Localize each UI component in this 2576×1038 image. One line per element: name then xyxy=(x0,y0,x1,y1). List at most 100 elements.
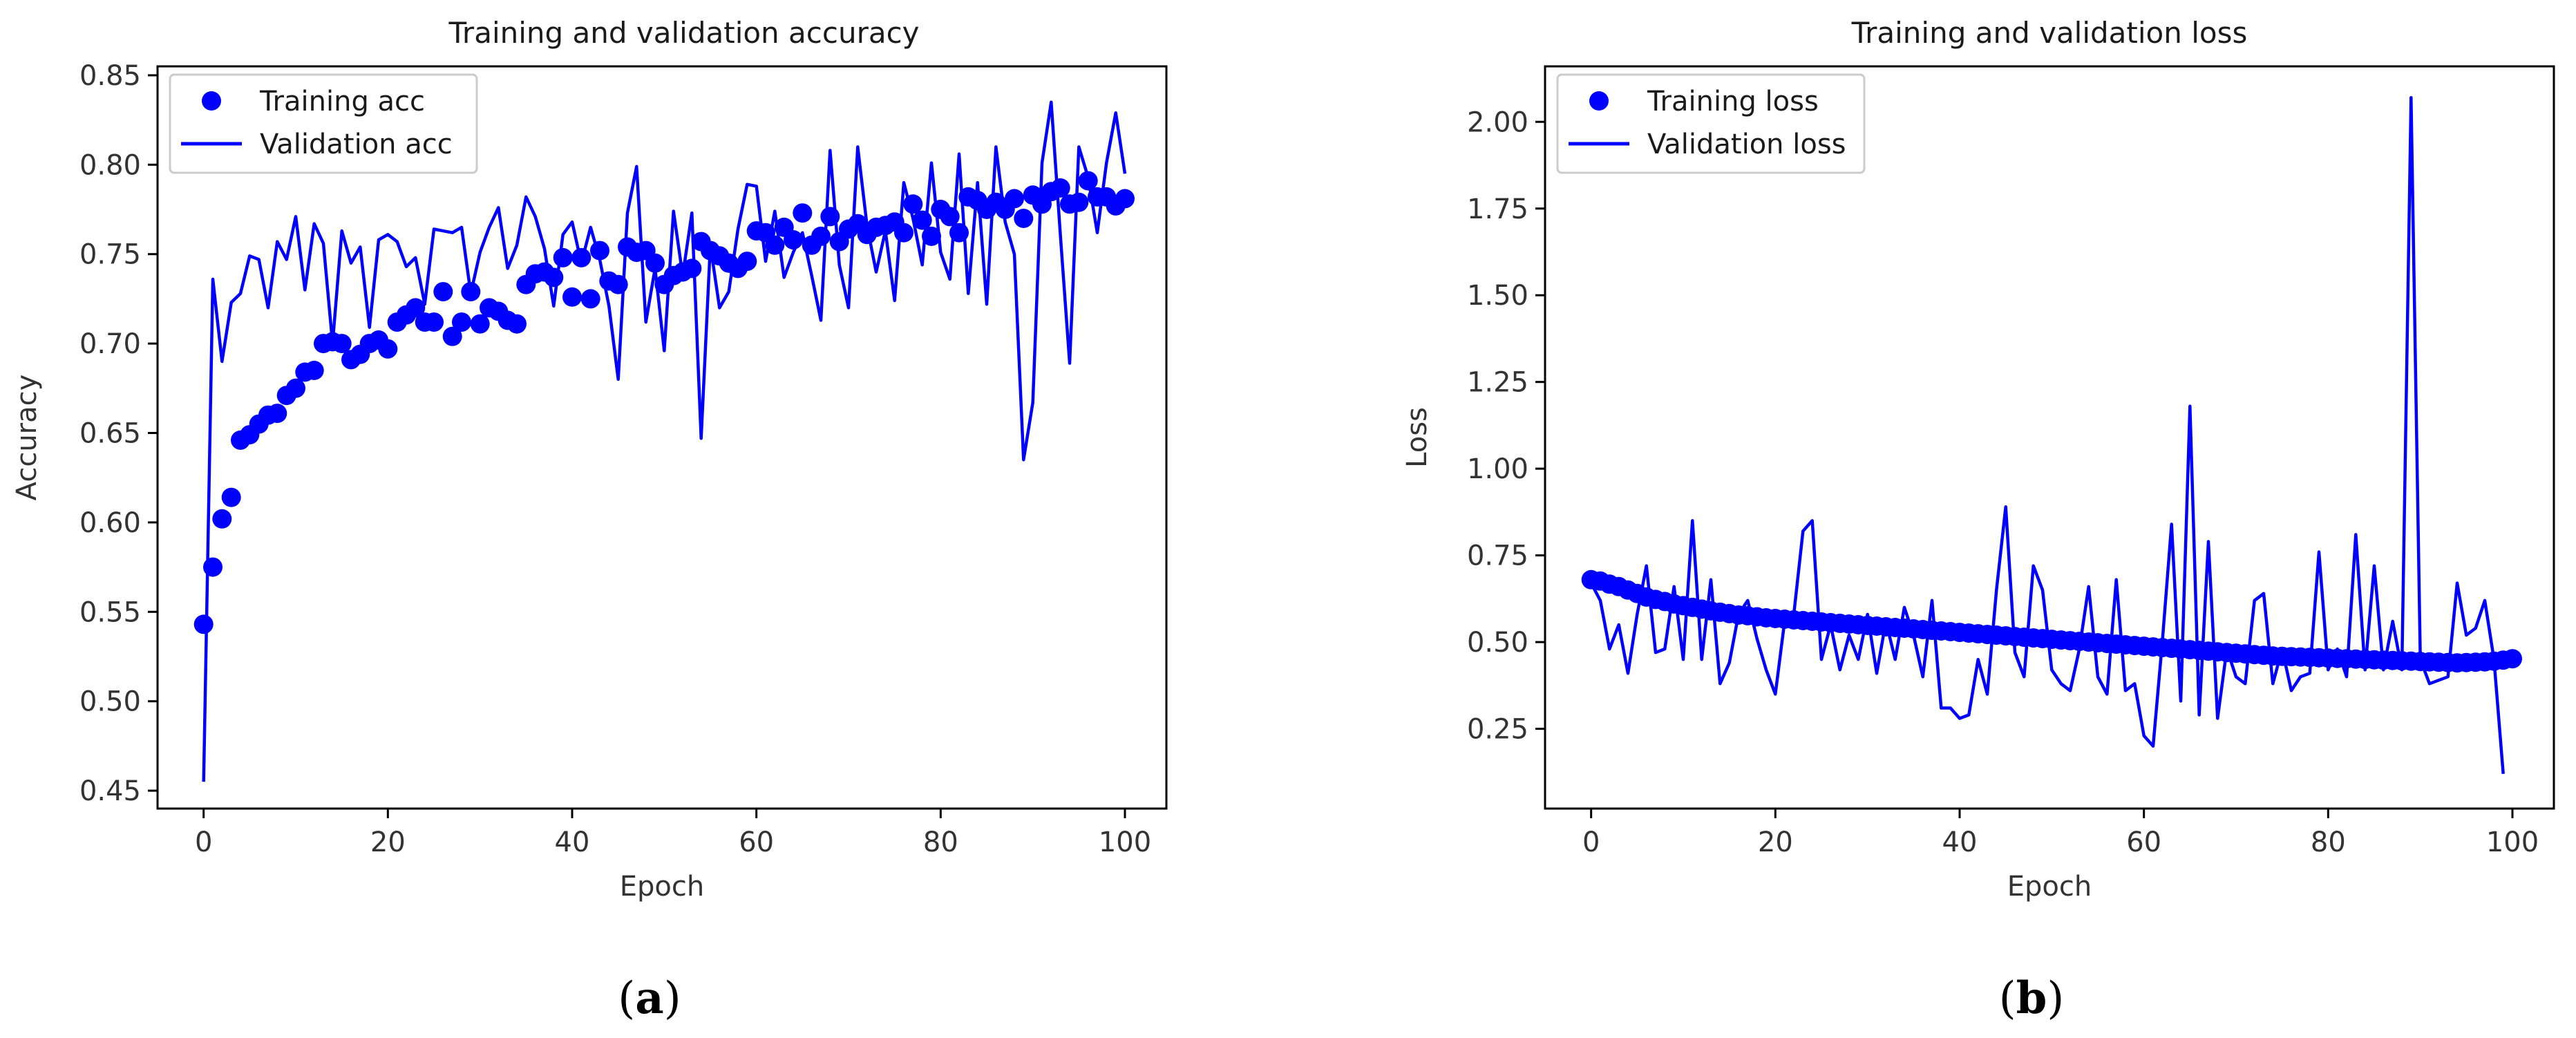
training-point xyxy=(645,253,665,273)
training-point xyxy=(922,226,941,246)
training-point xyxy=(406,298,426,318)
training-point xyxy=(912,210,932,230)
x-tick-label: 60 xyxy=(739,827,774,858)
x-tick-label: 0 xyxy=(195,827,212,858)
panel-label-letter: a xyxy=(635,972,663,1024)
axis-ticks: 0 20 40 60 80 100 0.25 0.50 0.75 1.00 1.25 1.50 1.75… xyxy=(1467,106,2539,858)
training-point xyxy=(894,223,913,243)
y-tick-label: 0.45 xyxy=(79,775,141,807)
training-point xyxy=(461,282,481,302)
y-tick-label: 0.65 xyxy=(79,418,141,450)
training-point xyxy=(562,287,582,307)
legend: Training loss Validation loss xyxy=(1556,73,1866,174)
chart-panel-accuracy: Training and validation accuracy 0 20 40 60… xyxy=(11,16,1168,1024)
x-tick-label: 20 xyxy=(1758,827,1793,858)
panel-label: (a) xyxy=(618,972,681,1024)
y-tick-label: 2.00 xyxy=(1467,106,1528,138)
axis-ticks: 0 20 40 60 80 100 0.45 0.50 0.55 0.60 0.65 0.70 0.75… xyxy=(79,60,1151,858)
x-tick-label: 20 xyxy=(370,827,406,858)
training-point xyxy=(793,203,813,223)
plot-frame xyxy=(1544,65,2555,810)
plot-area: 0 20 40 60 80 100 0.45 0.50 0.55 0.60 0.65 0.70 0.75… xyxy=(79,60,1168,858)
legend-frame xyxy=(169,73,478,174)
y-axis-label: Accuracy xyxy=(11,375,43,501)
training-point xyxy=(820,207,840,227)
legend-label-validation: Validation acc xyxy=(260,129,453,160)
x-axis-label: Epoch xyxy=(620,871,704,903)
x-axis-label: Epoch xyxy=(2007,871,2092,903)
training-point xyxy=(571,247,591,267)
x-tick-label: 0 xyxy=(1582,827,1600,858)
y-axis-label: Loss xyxy=(1401,407,1433,468)
legend: Training acc Validation acc xyxy=(169,73,478,174)
training-point xyxy=(811,226,831,246)
legend-frame xyxy=(1556,73,1866,174)
y-tick-label: 0.75 xyxy=(1467,540,1528,572)
x-tick-label: 80 xyxy=(2311,827,2346,858)
training-point xyxy=(784,230,803,249)
legend-label-training: Training loss xyxy=(1647,86,1819,117)
training-point xyxy=(286,378,305,398)
training-point xyxy=(1115,189,1135,209)
training-point xyxy=(452,312,471,332)
y-tick-label: 1.25 xyxy=(1467,367,1528,399)
training-point xyxy=(212,509,232,529)
panel-label: (b) xyxy=(1999,972,2065,1024)
training-point xyxy=(1050,178,1070,198)
y-tick-label: 1.75 xyxy=(1467,194,1528,225)
panel-label-letter: b xyxy=(2016,972,2047,1024)
y-tick-label: 0.75 xyxy=(79,239,141,271)
training-point xyxy=(378,339,398,359)
training-point xyxy=(1014,209,1034,228)
training-point xyxy=(2503,649,2522,669)
y-tick-label: 0.55 xyxy=(79,596,141,628)
training-point xyxy=(304,361,324,380)
y-tick-label: 0.50 xyxy=(79,686,141,718)
y-tick-label: 1.50 xyxy=(1467,280,1528,312)
y-tick-label: 0.85 xyxy=(79,60,141,92)
training-point xyxy=(424,312,444,332)
validation-line xyxy=(202,100,1127,782)
training-point xyxy=(682,258,702,279)
training-point xyxy=(940,207,960,227)
series-layer xyxy=(1581,95,2522,774)
training-point xyxy=(580,289,600,309)
chart-title: Training and validation accuracy xyxy=(448,16,919,50)
plot-area: 0 20 40 60 80 100 0.25 0.50 0.75 1.00 1.25 1.50 1.75… xyxy=(1467,65,2555,858)
y-tick-label: 0.70 xyxy=(79,328,141,360)
training-point xyxy=(1069,192,1089,212)
training-point xyxy=(221,487,241,507)
chart-panel-loss: Training and validation loss 0 20 40 60 80 10… xyxy=(1401,16,2555,1024)
training-point xyxy=(737,252,757,272)
y-tick-label: 0.25 xyxy=(1467,714,1528,746)
x-tick-label: 100 xyxy=(1099,827,1151,858)
training-point xyxy=(442,326,462,346)
training-point xyxy=(608,274,628,294)
training-point xyxy=(193,614,214,634)
training-point xyxy=(553,247,573,267)
x-tick-label: 40 xyxy=(555,827,590,858)
x-tick-label: 100 xyxy=(2486,827,2539,858)
training-point xyxy=(765,235,785,255)
training-point xyxy=(332,334,352,354)
training-point xyxy=(470,314,490,334)
training-point xyxy=(507,314,527,334)
training-point xyxy=(544,267,564,287)
x-tick-label: 60 xyxy=(2126,827,2161,858)
y-tick-label: 0.60 xyxy=(79,507,141,539)
x-tick-label: 40 xyxy=(1942,827,1978,858)
training-point xyxy=(203,557,222,577)
training-point xyxy=(1078,171,1098,191)
y-tick-label: 0.50 xyxy=(1467,627,1528,659)
series-layer xyxy=(193,100,1135,782)
legend-label-validation: Validation loss xyxy=(1647,129,1846,160)
training-point xyxy=(433,282,453,302)
training-point xyxy=(1005,189,1024,209)
plot-frame xyxy=(156,65,1168,810)
y-tick-label: 0.80 xyxy=(79,149,141,181)
legend-marker-training xyxy=(1589,91,1609,111)
x-tick-label: 80 xyxy=(923,827,958,858)
training-point xyxy=(903,194,923,214)
y-tick-label: 1.00 xyxy=(1467,453,1528,485)
